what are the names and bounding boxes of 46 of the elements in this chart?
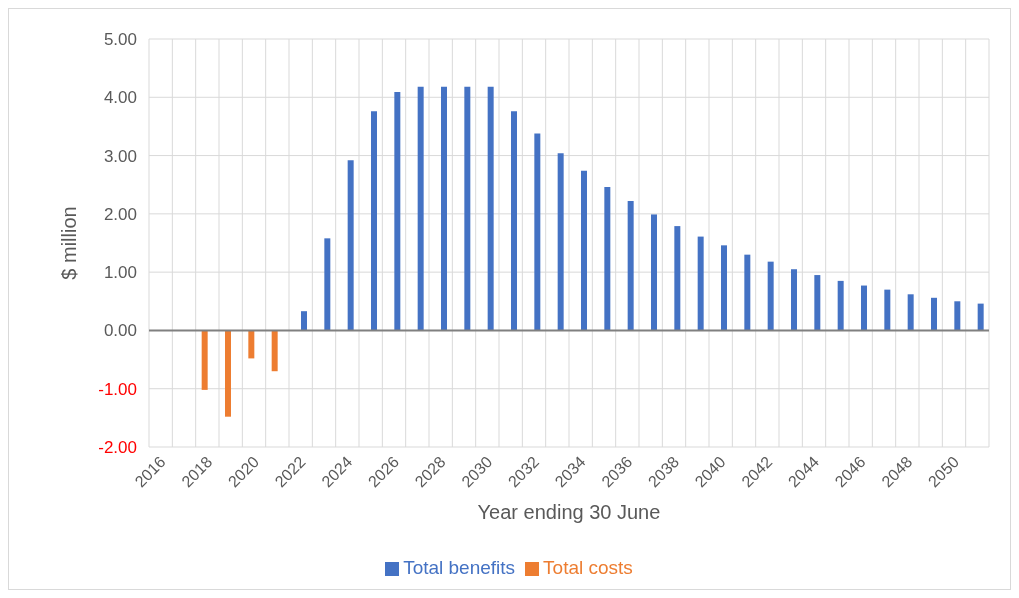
bar bbox=[884, 289, 891, 331]
bar bbox=[931, 297, 937, 331]
bar bbox=[744, 254, 751, 331]
y-axis-title: $ million bbox=[58, 206, 81, 280]
bar bbox=[977, 303, 984, 331]
bar bbox=[441, 86, 447, 331]
legend-label: Total costs bbox=[543, 557, 633, 578]
bar bbox=[511, 111, 517, 331]
bar bbox=[347, 160, 354, 331]
y-tick-label: 1.00 bbox=[103, 263, 137, 283]
bar bbox=[627, 201, 634, 331]
bar bbox=[248, 330, 255, 359]
bar bbox=[201, 330, 208, 390]
bar bbox=[954, 301, 961, 331]
y-tick-label: 0.00 bbox=[103, 321, 137, 341]
bar bbox=[651, 214, 657, 331]
y-tick-label: 5.00 bbox=[103, 30, 137, 49]
y-tick-label: -1.00 bbox=[98, 379, 137, 399]
bar bbox=[581, 170, 587, 331]
y-tick-label: 3.00 bbox=[103, 146, 137, 166]
bar bbox=[791, 269, 797, 331]
y-tick-label: 2.00 bbox=[103, 204, 137, 224]
legend-label: Total benefits bbox=[403, 557, 516, 578]
bar bbox=[837, 280, 844, 331]
bar bbox=[557, 153, 564, 331]
bar bbox=[767, 261, 774, 331]
bar bbox=[301, 311, 307, 331]
bar bbox=[721, 245, 727, 331]
bar bbox=[271, 330, 278, 372]
bar bbox=[487, 86, 494, 331]
x-axis-title: Year ending 30 June bbox=[477, 501, 661, 523]
bar bbox=[225, 330, 231, 417]
bar bbox=[464, 86, 471, 331]
bar bbox=[324, 238, 331, 331]
bar bbox=[861, 285, 867, 331]
y-tick-label: 4.00 bbox=[103, 88, 137, 108]
bar bbox=[534, 133, 541, 331]
bar bbox=[674, 226, 681, 331]
bar bbox=[697, 236, 704, 331]
bar bbox=[604, 187, 611, 331]
bar bbox=[371, 111, 377, 331]
y-tick-label: -2.00 bbox=[98, 438, 137, 457]
bar bbox=[394, 92, 401, 331]
bar bbox=[814, 275, 821, 331]
bar bbox=[907, 294, 914, 331]
bar bbox=[417, 86, 424, 331]
